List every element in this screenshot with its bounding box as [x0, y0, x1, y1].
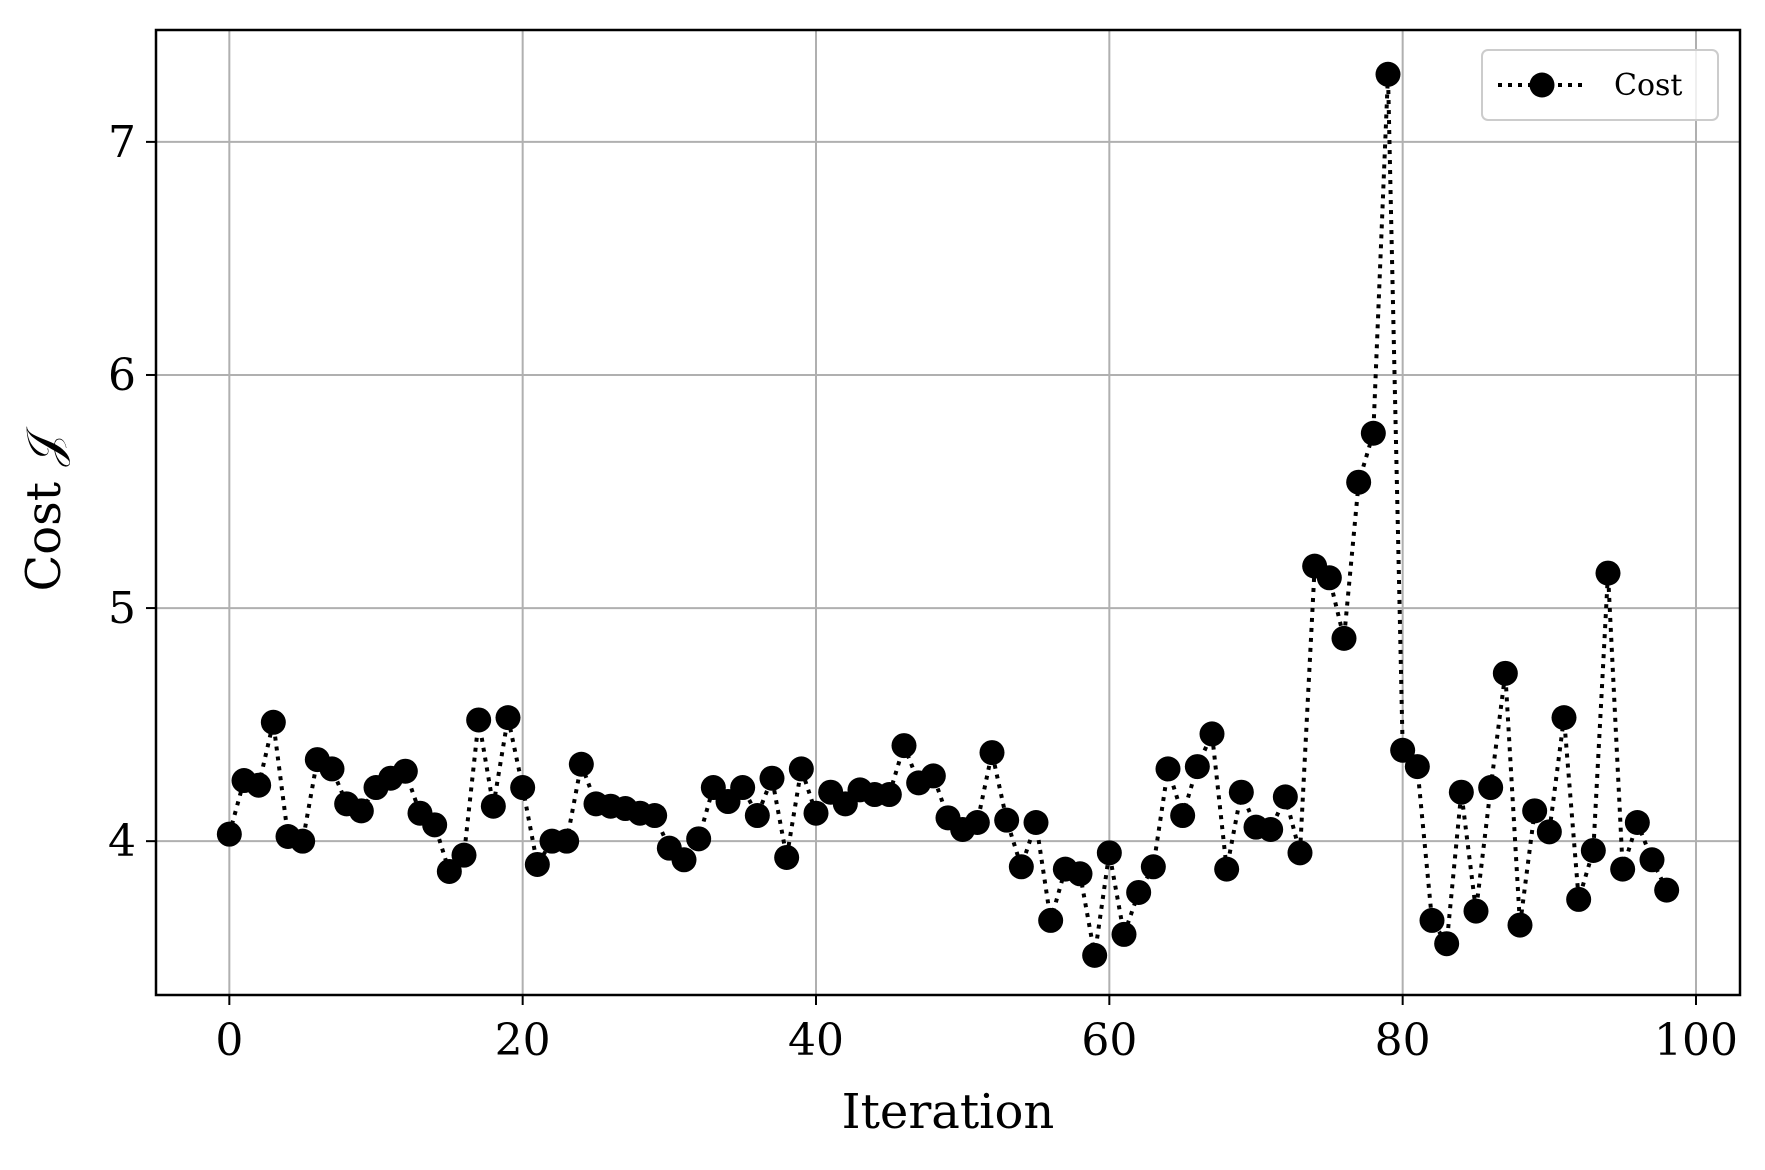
data-point: [671, 847, 697, 873]
data-point: [451, 842, 477, 868]
data-point: [920, 763, 946, 789]
data-point: [1360, 420, 1386, 446]
data-point: [1654, 877, 1680, 903]
legend-marker: [1529, 72, 1555, 98]
data-point: [1316, 565, 1342, 591]
y-tick-label: 7: [108, 117, 136, 168]
data-point: [891, 733, 917, 759]
data-point: [979, 740, 1005, 766]
data-point: [1082, 942, 1108, 968]
x-tick-label: 60: [1081, 1015, 1137, 1066]
data-point: [1448, 779, 1474, 805]
x-tick-label: 20: [495, 1015, 551, 1066]
data-point: [495, 705, 521, 731]
data-point: [1228, 779, 1254, 805]
data-point: [348, 798, 374, 824]
data-point: [466, 707, 492, 733]
data-point: [1258, 817, 1284, 843]
data-point: [744, 803, 770, 829]
data-point: [1272, 784, 1298, 810]
x-tick-label: 100: [1654, 1015, 1738, 1066]
legend-box: [1481, 49, 1719, 121]
data-point: [1287, 840, 1313, 866]
y-axis-label: Cost 𝒥: [16, 426, 72, 592]
data-point: [1199, 721, 1225, 747]
data-point: [1536, 819, 1562, 845]
data-point: [1214, 856, 1240, 882]
data-point: [1404, 754, 1430, 780]
data-point: [1170, 803, 1196, 829]
data-point: [568, 751, 594, 777]
data-point: [1595, 560, 1621, 586]
data-point: [1096, 840, 1122, 866]
data-point: [1419, 907, 1445, 933]
data-point: [1434, 931, 1460, 957]
data-point: [1111, 921, 1137, 947]
data-point: [510, 775, 536, 801]
data-point: [422, 812, 448, 838]
x-axis-label: Iteration: [842, 1084, 1055, 1140]
data-point: [290, 828, 316, 854]
data-point: [1478, 775, 1504, 801]
data-point: [436, 858, 462, 884]
data-point: [1580, 837, 1606, 863]
data-point: [1067, 861, 1093, 887]
x-tick-label: 80: [1375, 1015, 1431, 1066]
data-point: [1566, 886, 1592, 912]
series-cost: [216, 61, 1680, 968]
data-point: [788, 756, 814, 782]
data-point: [1184, 754, 1210, 780]
data-point: [1610, 856, 1636, 882]
data-point: [216, 821, 242, 847]
data-point: [1390, 737, 1416, 763]
data-point: [994, 807, 1020, 833]
data-point: [554, 828, 580, 854]
data-point: [1126, 879, 1152, 905]
grid: [156, 30, 1740, 995]
legend-label-cost: Cost: [1614, 68, 1682, 103]
data-point: [686, 826, 712, 852]
data-point: [759, 765, 785, 791]
data-point: [730, 775, 756, 801]
y-tick-label: 6: [108, 350, 136, 401]
data-point: [1492, 660, 1518, 686]
data-point: [964, 810, 990, 836]
data-point: [392, 758, 418, 784]
data-point: [876, 782, 902, 808]
data-point: [246, 772, 272, 798]
data-point: [524, 851, 550, 877]
y-tick-label: 5: [108, 583, 136, 634]
plot-frame: [154, 28, 1742, 997]
data-point: [480, 793, 506, 819]
data-point: [1008, 854, 1034, 880]
data-point: [1346, 469, 1372, 495]
data-point: [1375, 61, 1401, 87]
x-tick-label: 40: [788, 1015, 844, 1066]
y-tick-label: 4: [108, 816, 136, 867]
data-point: [642, 803, 668, 829]
data-point: [319, 756, 345, 782]
data-point: [803, 800, 829, 826]
data-point: [1140, 854, 1166, 880]
data-point: [1639, 847, 1665, 873]
legend: Cost: [1481, 49, 1719, 121]
data-point: [1463, 898, 1489, 924]
data-point: [1331, 625, 1357, 651]
data-point: [1038, 907, 1064, 933]
data-point: [260, 709, 286, 735]
data-point: [1507, 912, 1533, 938]
axis-ticks: 0 20 40 60 80 100 4 5 6 7: [108, 117, 1738, 1066]
data-point: [1551, 705, 1577, 731]
x-tick-label: 0: [215, 1015, 243, 1066]
data-point: [1155, 756, 1181, 782]
data-point: [774, 844, 800, 870]
data-point: [1023, 810, 1049, 836]
data-point: [1624, 810, 1650, 836]
data-point: [1522, 798, 1548, 824]
